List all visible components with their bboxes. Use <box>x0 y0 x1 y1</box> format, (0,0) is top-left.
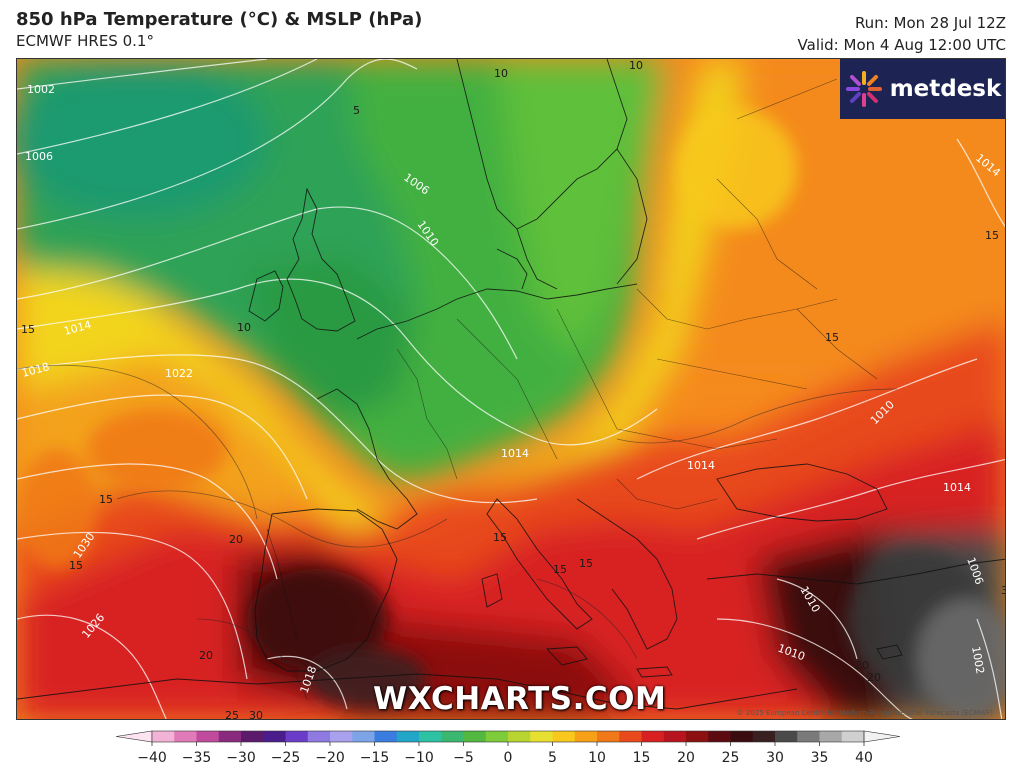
temperature-label: 15 <box>985 229 999 242</box>
colorbar-segment <box>330 731 353 742</box>
colorbar-segment <box>819 731 843 742</box>
chart-header: 850 hPa Temperature (°C) & MSLP (hPa) EC… <box>16 9 422 51</box>
run-time: Run: Mon 28 Jul 12Z <box>854 14 1006 32</box>
colorbar-segment <box>241 731 264 742</box>
colorbar-tick-label: 35 <box>811 750 829 766</box>
colorbar-segment <box>352 731 375 742</box>
temperature-label: 20 <box>229 533 243 546</box>
weather-map: 1002 1006 1006 1010 1014 1018 1022 1030 … <box>16 58 1006 720</box>
colorbar-svg: −40 −35 −30 −25 −20 −15 −10 −5 0 5 10 15 20 25 30 35 40 <box>115 730 901 766</box>
temperature-label: 15 <box>21 323 35 336</box>
colorbar-segment <box>752 731 776 742</box>
colorbar-segment <box>663 731 687 742</box>
colorbar-segment <box>730 731 754 742</box>
temperature-label: 15 <box>99 493 113 506</box>
temperature-label: 15 <box>553 563 567 576</box>
colorbar-segment <box>174 731 197 742</box>
colorbar-tick-label: −25 <box>271 750 301 766</box>
metdesk-star-icon <box>845 71 882 107</box>
colorbar-tick-label: −40 <box>137 750 167 766</box>
temperature-pressure-field: 1002 1006 1006 1010 1014 1018 1022 1030 … <box>17 59 1006 720</box>
temperature-label: 5 <box>353 104 360 117</box>
temperature-label: 20 <box>855 659 869 672</box>
colorbar-tick-label: 15 <box>633 750 651 766</box>
colorbar-segment <box>218 731 242 742</box>
metdesk-logo-text: metdesk <box>889 76 1002 102</box>
temperature-label: 10 <box>237 321 251 334</box>
colorbar-segment <box>775 731 798 742</box>
colorbar-segment <box>574 731 598 742</box>
colorbar-segment <box>530 731 553 742</box>
isobar-label: 1002 <box>969 645 987 675</box>
colorbar-segment <box>419 731 442 742</box>
colorbar-segment <box>152 731 175 742</box>
temperature-label: 15 <box>579 557 593 570</box>
colorbar-segment <box>485 731 509 742</box>
colorbar-tick-label: 20 <box>677 750 695 766</box>
isobar-label: 1014 <box>687 459 715 472</box>
colorbar-tick-label: −10 <box>404 750 434 766</box>
colorbar-segment <box>708 731 731 742</box>
coastlines <box>17 59 1005 710</box>
colorbar-segment <box>508 731 531 742</box>
colorbar-segment <box>441 731 464 742</box>
colorbar-tick-label: −30 <box>226 750 256 766</box>
colorbar-tick-label: 0 <box>504 750 513 766</box>
colorbar-segment <box>263 731 286 742</box>
colorbar-segment <box>374 731 398 742</box>
isobar-label: 1002 <box>27 83 55 96</box>
temperature-label: 30 <box>249 709 263 720</box>
colorbar-segment <box>597 731 620 742</box>
wxcharts-watermark: WXCHARTS.COM <box>373 681 667 717</box>
temperature-label: 10 <box>494 67 508 80</box>
colorbar-segment <box>619 731 642 742</box>
colorbar-tick-label: 30 <box>766 750 784 766</box>
country-borders <box>266 78 878 640</box>
temperature-labels: 10 10 5 10 15 15 15 20 20 15 15 15 15 15… <box>21 59 1006 720</box>
colorbar-segment <box>797 731 820 742</box>
temperature-label: 15 <box>493 531 507 544</box>
colorbar-segment <box>307 731 331 742</box>
colorbar-tick-label: −5 <box>453 750 474 766</box>
temperature-accents <box>17 109 1005 719</box>
copyright-notice: © 2025 European Centre for Medium-Range … <box>736 709 993 717</box>
model-name: ECMWF HRES 0.1° <box>16 32 154 50</box>
isobar-label: 1014 <box>501 447 529 460</box>
colorbar-ticks: −40 −35 −30 −25 −20 −15 −10 −5 0 5 10 15 20 25 30 35 40 <box>137 742 873 766</box>
colorbar-segment <box>841 731 865 742</box>
temperature-label: 10 <box>629 59 643 72</box>
colorbar-segment <box>396 731 420 742</box>
colorbar-tick-label: 10 <box>588 750 606 766</box>
temperature-label: 25 <box>225 709 239 720</box>
colorbar-segment <box>285 731 309 742</box>
metdesk-logo[interactable]: metdesk <box>840 59 1005 119</box>
colorbar-min-arrow <box>115 730 153 743</box>
isobar-label: 1014 <box>943 481 971 494</box>
temperature-label: 3 <box>1001 584 1006 597</box>
temperature-label: 15 <box>69 559 83 572</box>
colorbar-tick-label: 40 <box>855 750 873 766</box>
isobar-label: 1022 <box>165 367 193 380</box>
temperature-contours <box>17 364 898 700</box>
colorbar-segment <box>686 731 709 742</box>
colorbar-tick-label: 25 <box>722 750 740 766</box>
isobar-label: 1006 <box>25 150 53 163</box>
colorbar-segments <box>115 730 901 743</box>
colorbar-max-arrow <box>863 730 901 743</box>
temperature-label: 20 <box>867 671 881 684</box>
colorbar-segment <box>196 731 220 742</box>
temperature-colorbar: −40 −35 −30 −25 −20 −15 −10 −5 0 5 10 15 20 25 30 35 40 <box>108 729 908 779</box>
colorbar-segment <box>641 731 665 742</box>
colorbar-tick-label: −15 <box>360 750 390 766</box>
colorbar-segment <box>463 731 487 742</box>
run-info: Run: Mon 28 Jul 12Z Valid: Mon 4 Aug 12:… <box>798 12 1006 56</box>
temperature-label: 20 <box>199 649 213 662</box>
chart-title: 850 hPa Temperature (°C) & MSLP (hPa) <box>16 9 423 30</box>
colorbar-segment <box>552 731 576 742</box>
colorbar-tick-label: −20 <box>315 750 345 766</box>
colorbar-tick-label: −35 <box>182 750 212 766</box>
valid-time: Valid: Mon 4 Aug 12:00 UTC <box>797 36 1006 54</box>
temperature-label: 15 <box>825 331 839 344</box>
colorbar-tick-label: 5 <box>548 750 557 766</box>
